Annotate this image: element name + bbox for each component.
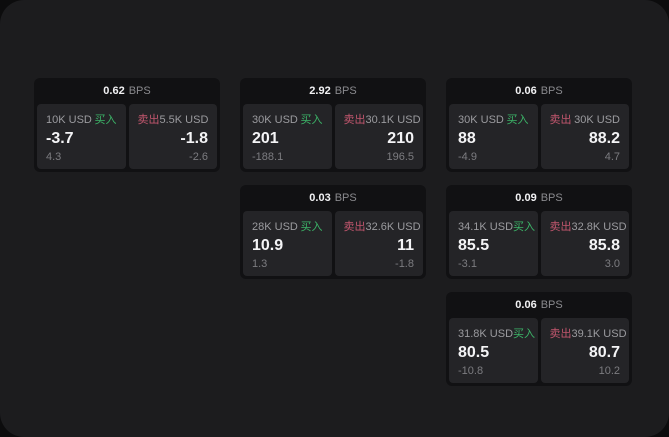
- sell-delta: 196.5: [386, 151, 414, 163]
- quote-card: 0.03 BPS 28K USD 买入 10.9 1.3 卖出 32.6K US…: [240, 185, 426, 279]
- quote-card-grid: 0.62 BPS 10K USD 买入 -3.7 4.3 卖出 5.5K USD: [34, 78, 632, 386]
- buy-label: 买入: [300, 221, 323, 233]
- sell-delta: -1.8: [395, 258, 414, 270]
- buy-amount: 31.8K USD: [458, 328, 514, 340]
- sell-amount: 39.1K USD: [571, 328, 627, 340]
- buy-panel[interactable]: 34.1K USD 买入 85.5 -3.1: [449, 211, 538, 276]
- sell-amount: 32.8K USD: [571, 221, 627, 233]
- sell-price: 11: [397, 237, 414, 254]
- buy-amount: 10K USD: [46, 114, 92, 126]
- sell-amount: 30K USD: [574, 114, 620, 126]
- buy-delta: 1.3: [252, 258, 268, 270]
- buy-panel[interactable]: 30K USD 买入 88 -4.9: [449, 104, 538, 169]
- buy-panel[interactable]: 28K USD 买入 10.9 1.3: [243, 211, 332, 276]
- buy-delta: -4.9: [458, 151, 477, 163]
- sell-label: 卖出: [549, 114, 572, 126]
- sell-delta: 4.7: [604, 151, 620, 163]
- quote-card: 0.06 BPS 30K USD 买入 88 -4.9 卖出 30K USD: [446, 78, 632, 172]
- buy-price: -3.7: [46, 130, 74, 147]
- spread-value: 0.06: [515, 85, 537, 97]
- spread-value: 0.09: [515, 192, 537, 204]
- sell-price: 80.7: [588, 344, 620, 361]
- buy-price: 88: [458, 130, 476, 147]
- buy-label: 买入: [506, 114, 529, 126]
- spread-unit-label: BPS: [540, 299, 563, 311]
- spread-header: 2.92 BPS: [240, 78, 426, 104]
- sell-label: 卖出: [343, 114, 366, 126]
- buy-label: 买入: [513, 328, 536, 340]
- spread-header: 0.06 BPS: [446, 78, 632, 104]
- quote-card: 0.09 BPS 34.1K USD 买入 85.5 -3.1 卖出 32.8K…: [446, 185, 632, 279]
- sell-amount: 32.6K USD: [365, 221, 421, 233]
- sell-price: 85.8: [588, 237, 620, 254]
- buy-delta: 4.3: [46, 151, 62, 163]
- spread-header: 0.62 BPS: [34, 78, 220, 104]
- sell-price: 210: [387, 130, 414, 147]
- buy-price: 85.5: [458, 237, 490, 254]
- spread-unit-label: BPS: [334, 85, 357, 97]
- quote-card: 0.62 BPS 10K USD 买入 -3.7 4.3 卖出 5.5K USD: [34, 78, 220, 172]
- sell-amount: 5.5K USD: [159, 114, 209, 126]
- spread-value: 0.62: [103, 85, 125, 97]
- buy-delta: -188.1: [252, 151, 284, 163]
- sell-price: -1.8: [180, 130, 208, 147]
- buy-label: 买入: [94, 114, 117, 126]
- buy-delta: -10.8: [458, 365, 484, 377]
- buy-label: 买入: [513, 221, 536, 233]
- spread-header: 0.03 BPS: [240, 185, 426, 211]
- buy-panel[interactable]: 10K USD 买入 -3.7 4.3: [37, 104, 126, 169]
- sell-panel[interactable]: 卖出 32.8K USD 85.8 3.0: [540, 211, 629, 276]
- sell-amount: 30.1K USD: [365, 114, 421, 126]
- spread-value: 0.06: [515, 299, 537, 311]
- spread-value: 0.03: [309, 192, 331, 204]
- spread-unit-label: BPS: [540, 192, 563, 204]
- sell-panel[interactable]: 卖出 30K USD 88.2 4.7: [540, 104, 629, 169]
- sell-label: 卖出: [549, 328, 572, 340]
- spread-header: 0.06 BPS: [446, 292, 632, 318]
- buy-amount: 30K USD: [458, 114, 504, 126]
- buy-amount: 28K USD: [252, 221, 298, 233]
- sell-price: 88.2: [588, 130, 620, 147]
- sell-panel[interactable]: 卖出 32.6K USD 11 -1.8: [334, 211, 423, 276]
- buy-delta: -3.1: [458, 258, 477, 270]
- quote-card: 2.92 BPS 30K USD 买入 201 -188.1 卖出 30.1K …: [240, 78, 426, 172]
- buy-panel[interactable]: 31.8K USD 买入 80.5 -10.8: [449, 318, 538, 383]
- buy-price: 10.9: [252, 237, 284, 254]
- sell-panel[interactable]: 卖出 39.1K USD 80.7 10.2: [540, 318, 629, 383]
- spread-unit-label: BPS: [334, 192, 357, 204]
- buy-price: 201: [252, 130, 279, 147]
- spread-unit-label: BPS: [540, 85, 563, 97]
- sell-label: 卖出: [137, 114, 160, 126]
- sell-label: 卖出: [343, 221, 366, 233]
- sell-panel[interactable]: 卖出 5.5K USD -1.8 -2.6: [128, 104, 217, 169]
- sell-delta: 10.2: [598, 365, 620, 377]
- sell-delta: -2.6: [189, 151, 208, 163]
- spread-unit-label: BPS: [128, 85, 151, 97]
- sell-label: 卖出: [549, 221, 572, 233]
- buy-price: 80.5: [458, 344, 490, 361]
- buy-panel[interactable]: 30K USD 买入 201 -188.1: [243, 104, 332, 169]
- spread-header: 0.09 BPS: [446, 185, 632, 211]
- buy-amount: 30K USD: [252, 114, 298, 126]
- spread-value: 2.92: [309, 85, 331, 97]
- sell-panel[interactable]: 卖出 30.1K USD 210 196.5: [334, 104, 423, 169]
- quote-card: 0.06 BPS 31.8K USD 买入 80.5 -10.8 卖出 39.1…: [446, 292, 632, 386]
- buy-label: 买入: [300, 114, 323, 126]
- buy-amount: 34.1K USD: [458, 221, 514, 233]
- sell-delta: 3.0: [604, 258, 620, 270]
